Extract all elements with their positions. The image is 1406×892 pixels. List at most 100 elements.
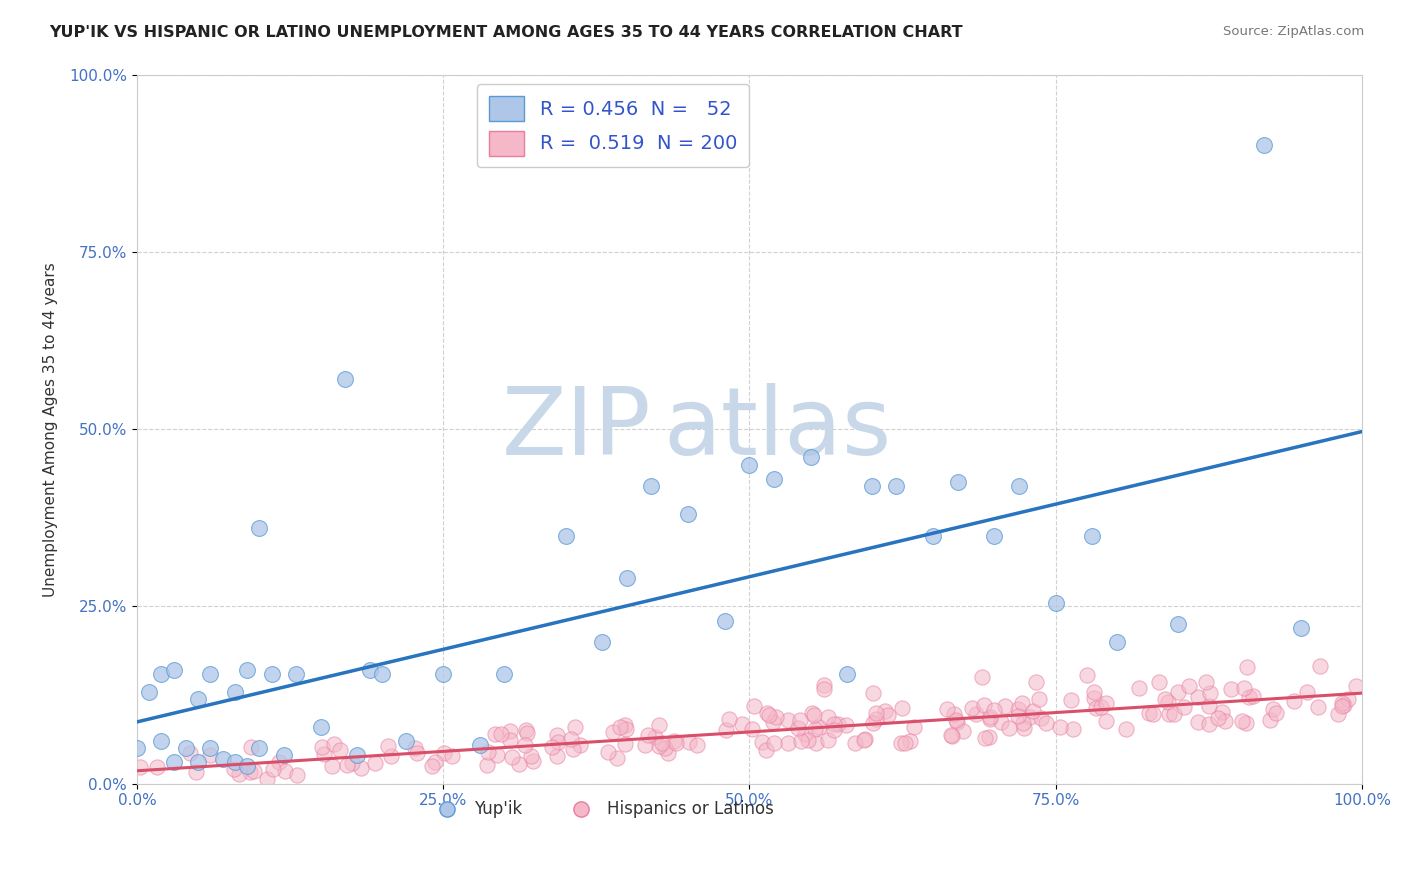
Point [311,739,333,754]
Point [1330,698,1353,713]
Point [468,738,491,752]
Point [513,738,536,752]
Point [150,666,173,681]
Point [285,768,308,782]
Point [380,748,402,763]
Point [224,756,246,770]
Point [179,746,201,760]
Point [865,706,887,720]
Point [174,741,197,756]
Point [129,760,152,774]
Point [1060,693,1083,707]
Point [1211,705,1233,719]
Point [562,742,585,756]
Point [1195,675,1218,690]
Point [346,748,368,763]
Point [377,739,399,753]
Point [1105,635,1128,649]
Point [433,746,456,760]
Point [678,735,700,749]
Point [973,731,995,745]
Point [1083,684,1105,698]
Point [499,733,522,747]
Point [1163,707,1185,722]
Point [1142,706,1164,721]
Point [890,736,912,750]
Point [644,730,666,744]
Point [758,707,780,722]
Point [1234,715,1257,730]
Text: ZIP: ZIP [502,384,651,475]
Point [1309,659,1331,673]
Point [321,758,343,772]
Point [613,718,636,732]
Point [163,756,186,770]
Point [1173,699,1195,714]
Point [405,746,427,760]
Point [762,736,785,750]
Point [1045,596,1067,610]
Point [485,748,508,763]
Point [942,707,965,722]
Point [569,738,592,752]
Point [323,737,346,751]
Point [1154,691,1177,706]
Point [515,723,537,737]
Point [891,700,914,714]
Point [965,706,987,721]
Point [249,741,271,756]
Point [970,669,993,683]
Point [498,724,520,739]
Point [765,709,787,723]
Point [335,757,357,772]
Point [1187,690,1209,704]
Point [522,754,544,768]
Point [1029,711,1052,725]
Point [1330,696,1353,710]
Point [1090,699,1112,714]
Y-axis label: Unemployment Among Ages 35 to 44 years: Unemployment Among Ages 35 to 44 years [44,261,58,597]
Point [1230,714,1253,729]
Point [335,372,357,386]
Point [1282,694,1305,708]
Point [145,760,167,774]
Point [952,724,974,739]
Point [823,717,845,731]
Point [1025,675,1047,690]
Point [1236,660,1258,674]
Point [808,720,831,734]
Point [827,717,849,731]
Point [637,728,659,742]
Point [228,766,250,780]
Point [751,734,773,748]
Point [860,479,883,493]
Point [998,722,1021,736]
Point [540,740,562,755]
Point [516,726,538,740]
Point [150,734,173,748]
Point [1263,702,1285,716]
Point [1083,690,1105,705]
Point [520,749,543,764]
Point [1062,723,1084,737]
Point [256,772,278,787]
Point [598,745,620,759]
Point [484,726,506,740]
Point [983,528,1005,542]
Point [1198,717,1220,731]
Point [778,736,800,750]
Point [945,713,967,727]
Point [738,458,761,472]
Point [340,756,363,771]
Point [243,764,266,778]
Point [494,666,516,681]
Point [200,741,222,756]
Point [349,761,371,775]
Point [1253,138,1275,153]
Point [1084,700,1107,714]
Point [801,706,824,720]
Point [1327,707,1350,722]
Point [876,708,898,723]
Point [1167,685,1189,699]
Point [1028,692,1050,706]
